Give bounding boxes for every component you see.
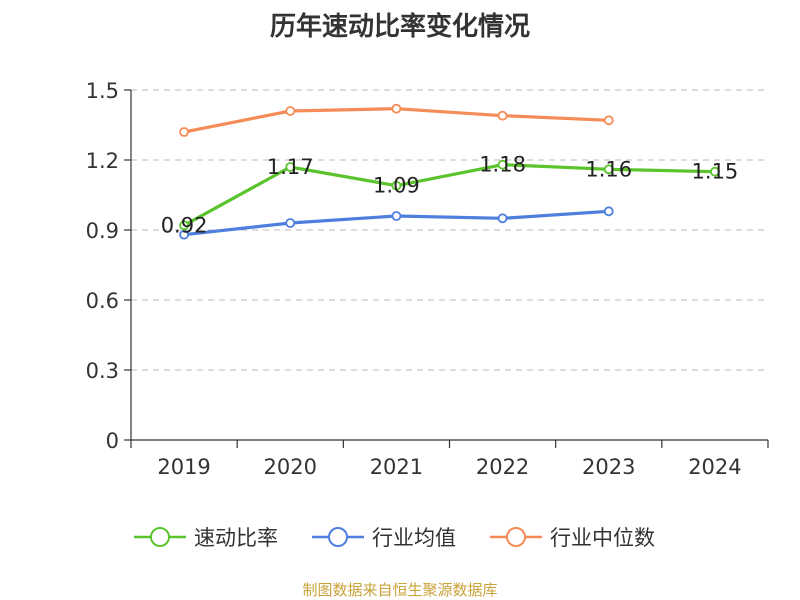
data-point (285, 162, 296, 172)
legend-item[interactable]: 行业中位数 (490, 526, 655, 550)
y-tick-label: 0.3 (86, 359, 119, 383)
data-point (179, 220, 189, 231)
data-point (391, 211, 402, 221)
legend-label: 行业中位数 (550, 526, 655, 550)
data-point (179, 127, 189, 137)
y-tick-label: 1.2 (86, 149, 119, 173)
x-tick-label: 2021 (370, 455, 423, 479)
data-point (497, 110, 508, 121)
data-point (710, 166, 720, 177)
legend-marker (506, 527, 526, 547)
data-label: 1.18 (479, 153, 526, 177)
y-tick-label: 0.9 (86, 219, 119, 243)
data-labels: 0.92 1.17 1.09 1.18 1.16 1.15 (161, 153, 739, 238)
data-label: 1.16 (585, 157, 632, 181)
y-tick-label: 0 (106, 429, 119, 453)
legend[interactable]: 速动比率 行业均值 行业中位数 (134, 526, 655, 550)
x-tick-label: 2024 (688, 455, 741, 479)
data-label: 1.17 (267, 155, 314, 179)
x-tick-label: 2023 (582, 455, 635, 479)
x-tick-label: 2019 (157, 455, 210, 479)
legend-marker (328, 527, 348, 547)
series-line (183, 163, 715, 227)
data-point (497, 213, 508, 224)
axes: 0 0.3 0.6 0.9 1.2 1.5 2019 2020 2021 2022 2023 2024 (86, 79, 769, 479)
data-point (285, 106, 296, 116)
chart-title: 历年速动比率变化情况 (269, 12, 530, 42)
data-point (391, 103, 402, 114)
data-point (179, 229, 189, 240)
data-point (603, 164, 614, 175)
legend-label: 速动比率 (194, 526, 278, 550)
data-point (391, 180, 402, 191)
data-point (603, 206, 614, 217)
data-label: 1.15 (692, 160, 739, 184)
data-point (497, 159, 508, 170)
legend-marker (150, 527, 170, 547)
grid-lines (131, 89, 768, 371)
series-layer (179, 103, 720, 240)
data-point (285, 218, 296, 228)
data-label: 0.92 (161, 213, 208, 237)
legend-item[interactable]: 速动比率 (134, 526, 278, 550)
source-note: 制图数据来自恒生聚源数据库 (302, 581, 498, 599)
x-tick-label: 2020 (264, 455, 317, 479)
data-point (603, 115, 614, 126)
legend-label: 行业均值 (372, 526, 456, 550)
y-tick-label: 0.6 (86, 289, 119, 313)
y-tick-label: 1.5 (86, 79, 119, 103)
x-tick-label: 2022 (476, 455, 529, 479)
data-label: 1.09 (373, 174, 420, 198)
legend-item[interactable]: 行业均值 (312, 526, 456, 550)
